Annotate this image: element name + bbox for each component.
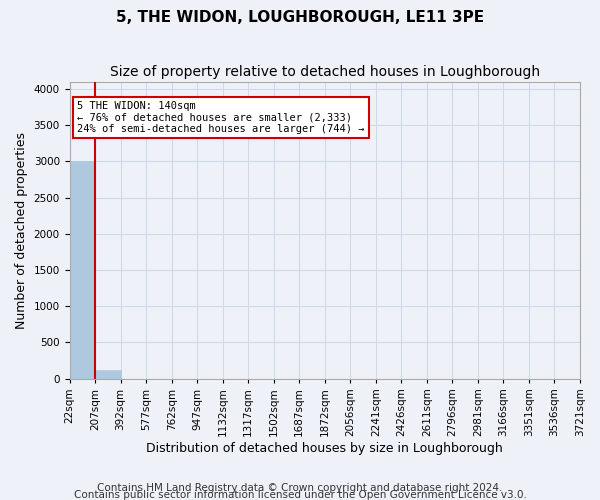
Text: Contains HM Land Registry data © Crown copyright and database right 2024.: Contains HM Land Registry data © Crown c… — [97, 483, 503, 493]
Bar — [95, 370, 121, 378]
Y-axis label: Number of detached properties: Number of detached properties — [15, 132, 28, 328]
Text: Contains public sector information licensed under the Open Government Licence v3: Contains public sector information licen… — [74, 490, 526, 500]
Text: 5, THE WIDON, LOUGHBOROUGH, LE11 3PE: 5, THE WIDON, LOUGHBOROUGH, LE11 3PE — [116, 10, 484, 25]
Text: 5 THE WIDON: 140sqm
← 76% of detached houses are smaller (2,333)
24% of semi-det: 5 THE WIDON: 140sqm ← 76% of detached ho… — [77, 101, 365, 134]
X-axis label: Distribution of detached houses by size in Loughborough: Distribution of detached houses by size … — [146, 442, 503, 455]
Bar — [70, 162, 95, 378]
Title: Size of property relative to detached houses in Loughborough: Size of property relative to detached ho… — [110, 65, 540, 79]
